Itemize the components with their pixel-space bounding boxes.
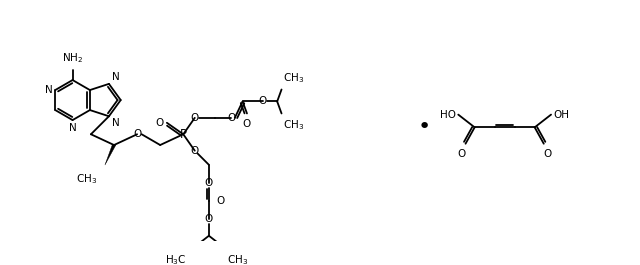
Text: O: O	[205, 214, 213, 224]
Text: N: N	[111, 118, 120, 128]
Text: P: P	[180, 128, 187, 141]
Text: O: O	[205, 178, 213, 188]
Text: NH$_2$: NH$_2$	[62, 51, 83, 65]
Text: OH: OH	[554, 110, 570, 120]
Polygon shape	[105, 145, 116, 165]
Text: O: O	[133, 129, 141, 139]
Text: O: O	[216, 196, 225, 206]
Text: O: O	[259, 96, 267, 107]
Text: HO: HO	[440, 110, 456, 120]
Text: O: O	[227, 113, 236, 123]
Text: N: N	[111, 72, 120, 82]
Text: H$_3$C: H$_3$C	[166, 253, 187, 265]
Text: O: O	[458, 149, 466, 159]
Text: N: N	[68, 123, 76, 133]
Text: •: •	[418, 117, 431, 137]
Text: CH$_3$: CH$_3$	[284, 71, 305, 85]
Text: O: O	[543, 149, 552, 159]
Text: CH$_3$: CH$_3$	[76, 172, 98, 186]
Text: CH$_3$: CH$_3$	[284, 118, 305, 132]
Text: N: N	[45, 85, 52, 95]
Text: O: O	[243, 119, 251, 129]
Text: O: O	[155, 118, 163, 128]
Text: CH$_3$: CH$_3$	[227, 253, 248, 265]
Text: O: O	[191, 146, 199, 156]
Text: O: O	[191, 113, 199, 123]
